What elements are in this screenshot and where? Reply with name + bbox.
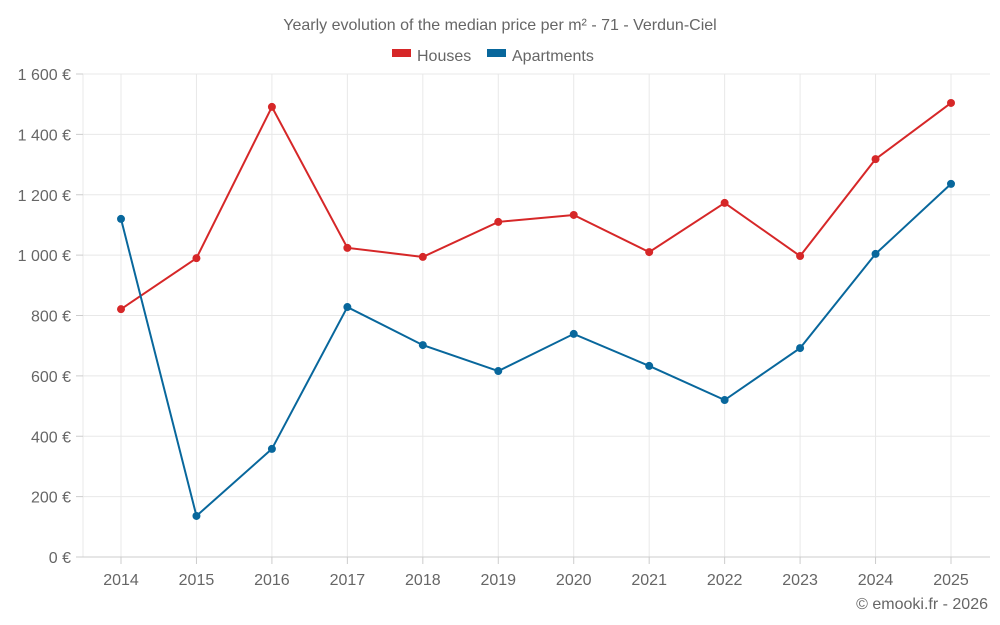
- data-point-apartments[interactable]: [267, 444, 276, 453]
- legend-label-apartments[interactable]: Apartments: [512, 48, 594, 65]
- credit-text: © emooki.fr - 2026: [856, 596, 988, 613]
- data-point-apartments[interactable]: [871, 249, 880, 258]
- data-point-apartments[interactable]: [645, 361, 654, 370]
- y-axis: 0 € 200 € 400 € 600 € 800 € 1 000 € 1 200 € 1 4…: [18, 67, 83, 567]
- data-point-apartments[interactable]: [720, 396, 729, 405]
- legend-label-houses[interactable]: Houses: [417, 48, 471, 65]
- data-point-apartments[interactable]: [192, 511, 201, 520]
- x-tick-label: 2022: [707, 572, 743, 589]
- series-line-houses: [120, 102, 952, 310]
- data-point-houses[interactable]: [343, 243, 352, 252]
- data-point-houses[interactable]: [720, 198, 729, 207]
- data-point-houses[interactable]: [796, 252, 805, 261]
- data-point-houses[interactable]: [569, 210, 578, 219]
- x-tick-label: 2021: [631, 572, 667, 589]
- x-tick-label: 2023: [782, 572, 818, 589]
- series-group: [117, 98, 955, 520]
- y-tick-label: 1 200 €: [18, 188, 71, 205]
- y-tick-label: 1 400 €: [18, 127, 71, 144]
- y-tick-label: 600 €: [31, 369, 71, 386]
- data-point-apartments[interactable]: [494, 367, 503, 376]
- y-tick-label: 0 €: [49, 550, 71, 567]
- data-point-apartments[interactable]: [569, 329, 578, 338]
- data-point-houses[interactable]: [494, 217, 503, 226]
- series-line-apartments: [120, 183, 952, 518]
- series-apartments: [117, 179, 955, 520]
- data-point-apartments[interactable]: [117, 214, 125, 223]
- x-tick-label: 2018: [405, 572, 441, 589]
- data-point-houses[interactable]: [117, 305, 125, 314]
- y-tick-label: 800 €: [31, 309, 71, 326]
- data-point-houses[interactable]: [947, 98, 955, 107]
- x-tick-label: 2024: [858, 572, 894, 589]
- x-tick-label: 2015: [179, 572, 215, 589]
- x-tick-label: 2020: [556, 572, 592, 589]
- y-tick-label: 200 €: [31, 490, 71, 507]
- y-tick-label: 400 €: [31, 429, 71, 446]
- data-point-houses[interactable]: [871, 155, 880, 164]
- chart-title: Yearly evolution of the median price per…: [283, 17, 716, 34]
- data-point-houses[interactable]: [192, 254, 201, 263]
- data-point-houses[interactable]: [418, 252, 427, 261]
- legend: Houses Apartments: [392, 48, 594, 65]
- data-point-apartments[interactable]: [947, 179, 955, 188]
- data-point-apartments[interactable]: [796, 344, 805, 353]
- x-axis: 2014 2015 2016 2017 2018 2019 2020 2021 2022 2023…: [83, 556, 990, 589]
- y-tick-label: 1 000 €: [18, 248, 71, 265]
- y-tick-label: 1 600 €: [18, 67, 71, 84]
- grid: [82, 73, 990, 558]
- x-tick-label: 2025: [933, 572, 969, 589]
- data-point-apartments[interactable]: [418, 341, 427, 350]
- data-point-apartments[interactable]: [343, 303, 352, 312]
- legend-swatch-apartments: [487, 49, 506, 57]
- x-tick-label: 2016: [254, 572, 290, 589]
- data-point-houses[interactable]: [267, 102, 276, 111]
- x-tick-label: 2014: [103, 572, 139, 589]
- legend-swatch-houses: [392, 49, 411, 57]
- data-point-houses[interactable]: [645, 248, 654, 257]
- series-houses: [117, 98, 955, 314]
- x-tick-label: 2019: [480, 572, 516, 589]
- x-tick-label: 2017: [330, 572, 366, 589]
